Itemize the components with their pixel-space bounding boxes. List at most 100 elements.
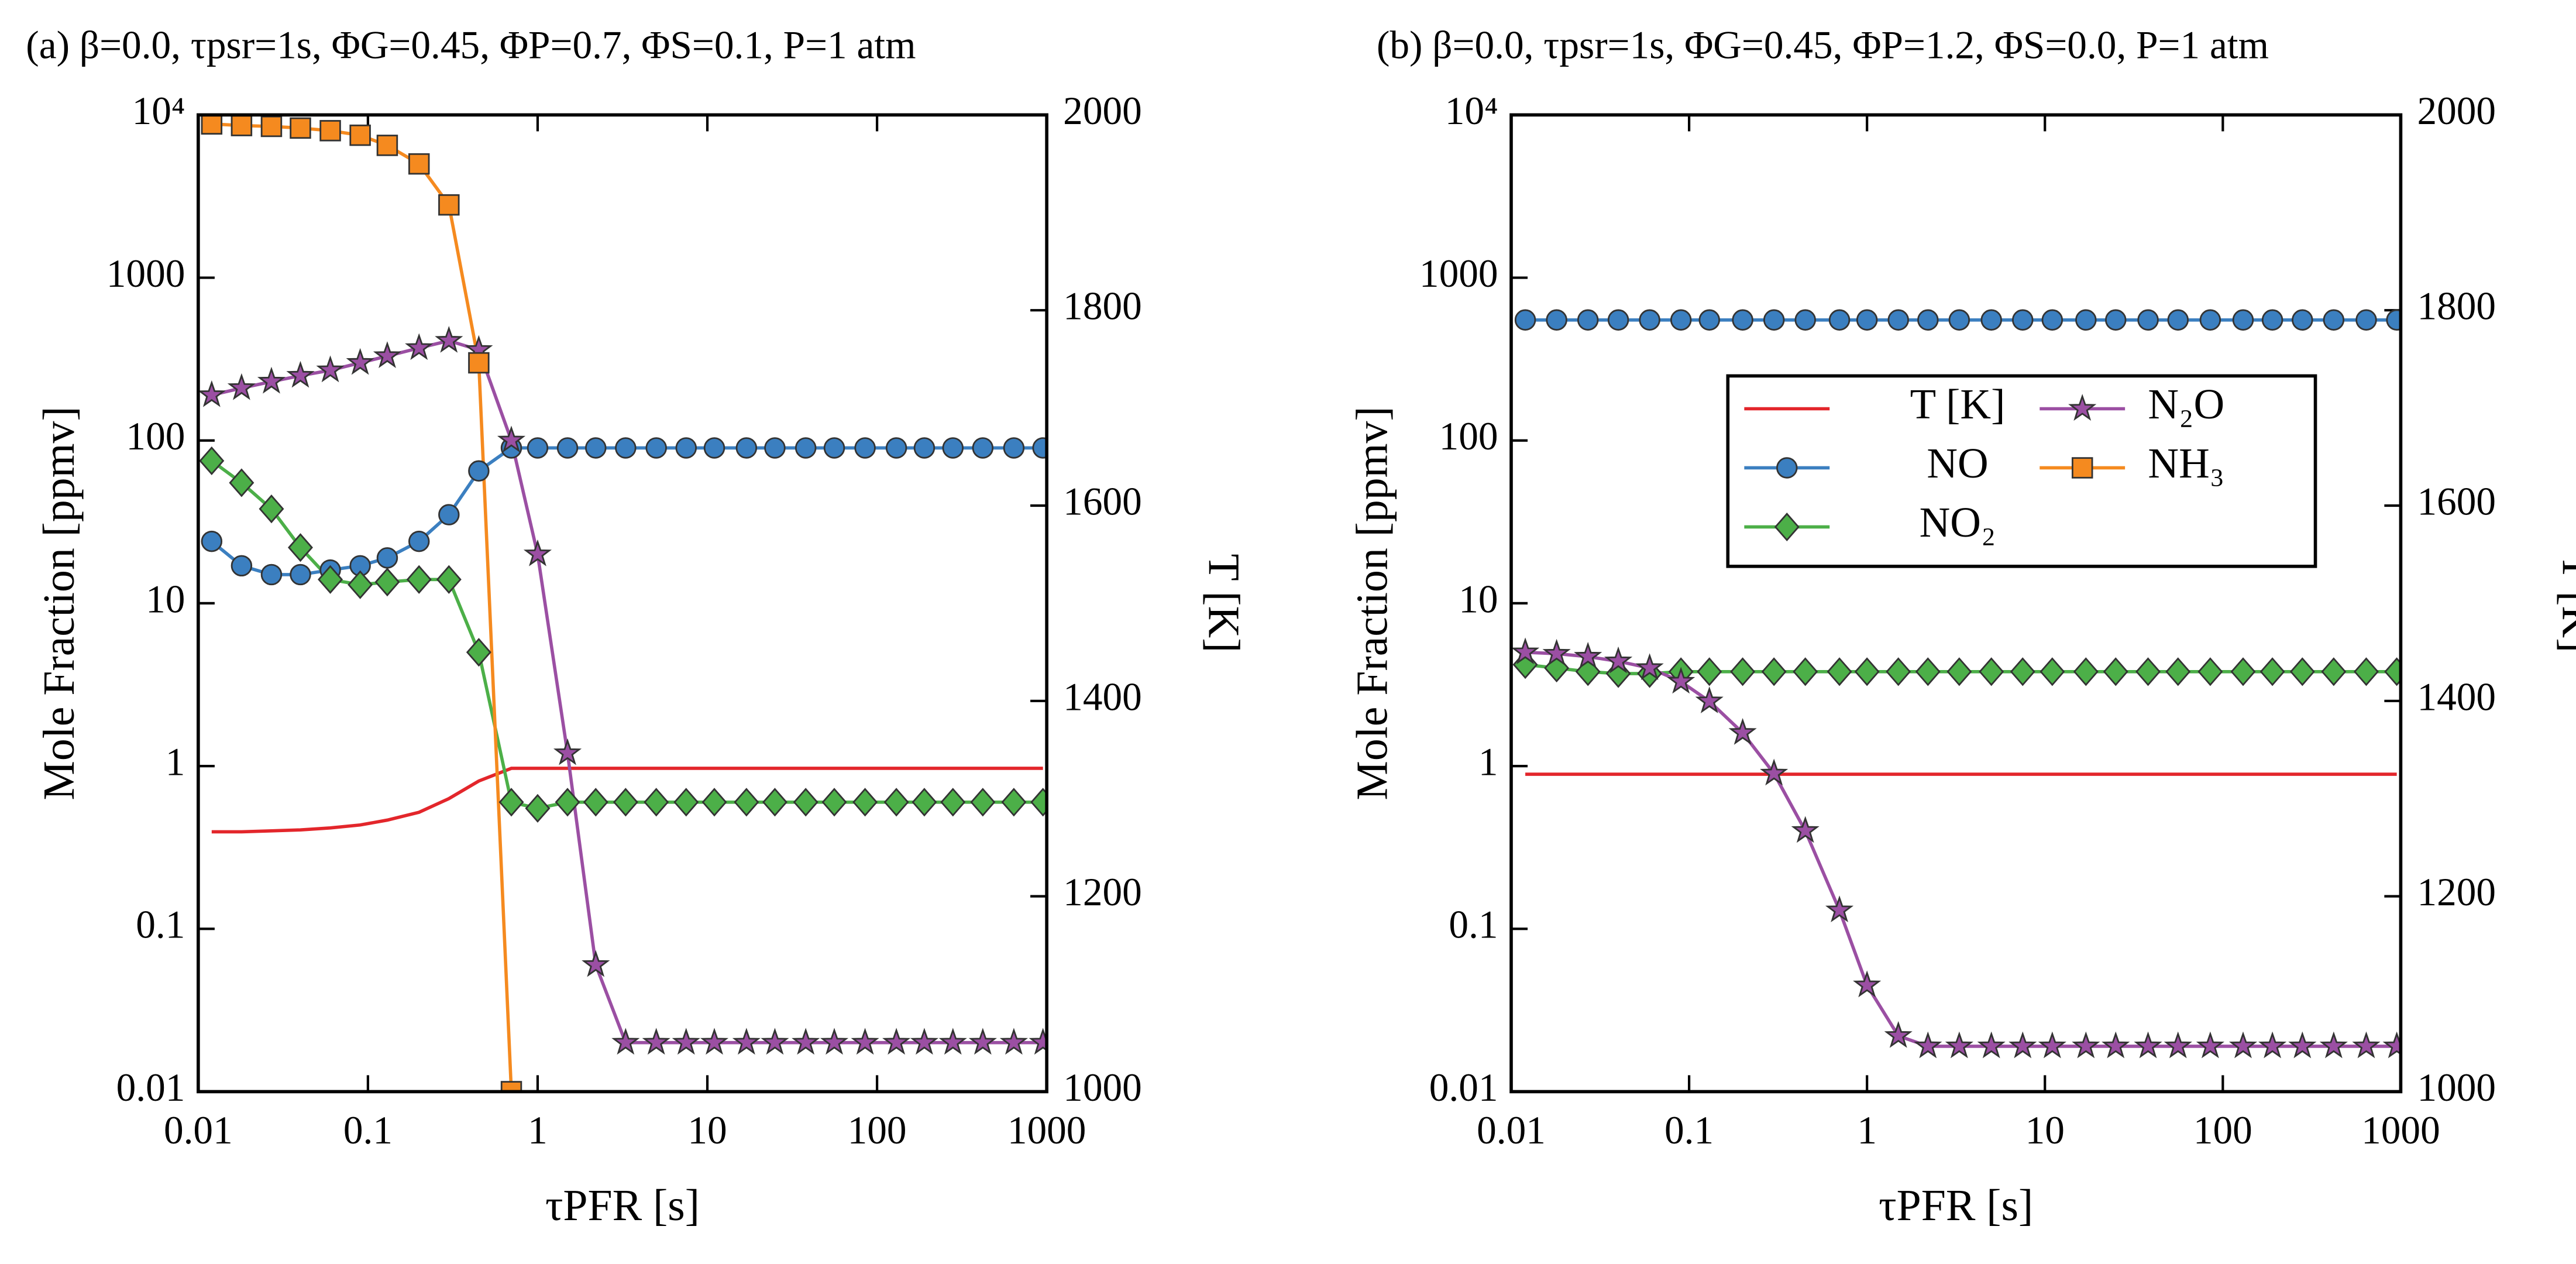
plot-frame — [1509, 113, 2403, 1094]
x-tick-label: 1000 — [2361, 1108, 2440, 1152]
marker — [1546, 309, 1567, 331]
marker — [970, 788, 996, 817]
x-tick-label: 100 — [2193, 1108, 2252, 1152]
marker — [2038, 1031, 2066, 1059]
marker — [1728, 717, 1757, 745]
x-tick-label: 100 — [848, 1108, 907, 1152]
marker — [201, 530, 223, 552]
marker — [2353, 657, 2379, 686]
marker — [1667, 667, 1695, 694]
y-tick-label: 10 — [1459, 577, 1498, 621]
marker — [2072, 1031, 2100, 1059]
marker — [2040, 657, 2065, 686]
marker — [851, 1028, 879, 1055]
marker — [198, 380, 226, 407]
marker — [1853, 970, 1882, 998]
marker — [2135, 657, 2161, 686]
legend-marker — [1776, 457, 1798, 479]
marker — [1886, 657, 1911, 686]
marker — [2164, 1031, 2192, 1059]
marker — [1635, 653, 1664, 681]
marker — [319, 120, 341, 142]
marker — [2010, 657, 2035, 686]
marker — [1917, 309, 1939, 331]
marker — [1511, 637, 1540, 665]
marker — [823, 437, 845, 459]
marker — [2232, 309, 2254, 331]
marker — [2261, 309, 2283, 331]
panel-title: (a) β=0.0, τpsr=1s, ΦG=0.45, ΦP=0.7, ΦS=… — [26, 23, 916, 67]
legend-label: NH₃ — [2148, 439, 2224, 487]
y-tick-label: 1 — [166, 740, 185, 784]
y-tick-label: 1000 — [1419, 252, 1498, 296]
marker — [644, 788, 669, 817]
marker — [1730, 657, 1756, 686]
marker — [701, 788, 727, 817]
legend-marker — [2071, 457, 2093, 479]
marker — [2134, 1031, 2162, 1059]
y-tick-label: 10⁴ — [132, 89, 185, 133]
y2-tick-label: 1600 — [2417, 479, 2496, 523]
marker — [1793, 657, 1818, 686]
marker — [1763, 309, 1785, 331]
y2-tick-label: 1400 — [2417, 675, 2496, 719]
marker — [2386, 309, 2401, 331]
series-line — [211, 446, 1043, 576]
marker — [1670, 309, 1692, 331]
marker — [1003, 437, 1025, 459]
marker — [2008, 1031, 2037, 1059]
y2-tick-label: 1400 — [1063, 675, 1142, 719]
marker — [405, 333, 434, 360]
x-tick-label: 0.01 — [1477, 1108, 1546, 1152]
marker — [376, 135, 398, 156]
marker — [438, 504, 460, 525]
marker — [259, 494, 284, 524]
y2-tick-label: 1600 — [1063, 479, 1142, 523]
marker — [764, 437, 786, 459]
marker — [615, 437, 637, 459]
marker — [1914, 1031, 1942, 1059]
marker — [1827, 657, 1852, 686]
legend-label: NO₂ — [1920, 499, 1996, 546]
y2-tick-label: 1200 — [1063, 870, 1142, 914]
marker — [466, 638, 491, 667]
marker — [913, 437, 936, 459]
marker — [792, 1028, 820, 1055]
marker — [611, 1028, 640, 1055]
series-line — [1525, 650, 2397, 1048]
series-line — [211, 122, 513, 1092]
marker — [1946, 657, 1972, 686]
x-tick-label: 0.1 — [1664, 1108, 1714, 1152]
marker — [523, 539, 552, 566]
x-axis-label: τPFR [s] — [545, 1181, 700, 1230]
marker — [2012, 309, 2034, 331]
marker — [468, 460, 490, 482]
marker — [231, 115, 253, 136]
marker — [229, 468, 254, 497]
marker — [820, 1028, 849, 1055]
marker — [1695, 686, 1724, 713]
marker — [435, 325, 463, 353]
marker — [938, 1028, 967, 1055]
marker — [1825, 895, 1854, 923]
marker — [1945, 1031, 1973, 1059]
marker — [287, 533, 313, 562]
marker — [436, 565, 462, 594]
x-tick-label: 1 — [1857, 1108, 1877, 1152]
marker — [497, 425, 526, 453]
series-line — [211, 459, 1043, 810]
x-tick-label: 10 — [2025, 1108, 2065, 1152]
marker — [1828, 309, 1851, 331]
marker — [734, 788, 759, 817]
marker — [201, 115, 223, 135]
x-tick-label: 10 — [687, 1108, 727, 1152]
marker — [942, 437, 964, 459]
plot-frame — [197, 113, 1048, 1094]
marker — [2355, 309, 2377, 331]
plot-area — [198, 115, 1047, 1092]
marker — [1854, 657, 1880, 686]
marker — [821, 788, 847, 817]
marker — [2258, 1031, 2287, 1059]
marker — [2075, 309, 2097, 331]
marker — [883, 788, 909, 817]
